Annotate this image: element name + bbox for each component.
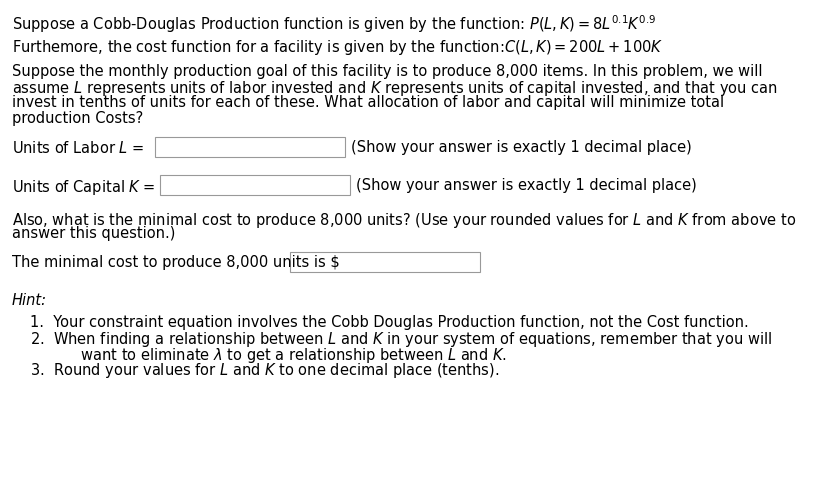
Text: Suppose a Cobb-Douglas Production function is given by the function: $P(L, K) = : Suppose a Cobb-Douglas Production functi… xyxy=(12,13,657,35)
Text: Units of Labor $L$ =: Units of Labor $L$ = xyxy=(12,140,145,156)
FancyBboxPatch shape xyxy=(155,138,345,158)
FancyBboxPatch shape xyxy=(160,176,350,195)
Text: Hint:: Hint: xyxy=(12,293,47,308)
Text: The minimal cost to produce 8,000 units is $: The minimal cost to produce 8,000 units … xyxy=(12,255,339,270)
Text: (Show your answer is exactly 1 decimal place): (Show your answer is exactly 1 decimal p… xyxy=(356,178,697,192)
Text: invest in tenths of units for each of these. What allocation of labor and capita: invest in tenths of units for each of th… xyxy=(12,95,724,110)
Text: Furthemore, the cost function for a facility is given by the function:$C(L, K) =: Furthemore, the cost function for a faci… xyxy=(12,38,663,57)
Text: answer this question.): answer this question.) xyxy=(12,226,175,241)
FancyBboxPatch shape xyxy=(290,253,480,273)
Text: Units of Capital $K$ =: Units of Capital $K$ = xyxy=(12,178,155,196)
Text: production Costs?: production Costs? xyxy=(12,110,143,125)
Text: (Show your answer is exactly 1 decimal place): (Show your answer is exactly 1 decimal p… xyxy=(351,140,691,155)
Text: 2.  When finding a relationship between $L$ and $K$ in your system of equations,: 2. When finding a relationship between $… xyxy=(30,330,772,349)
Text: want to eliminate $\lambda$ to get a relationship between $L$ and $K$.: want to eliminate $\lambda$ to get a rel… xyxy=(48,345,507,364)
Text: 1.  Your constraint equation involves the Cobb Douglas Production function, not : 1. Your constraint equation involves the… xyxy=(30,314,748,329)
Text: Suppose the monthly production goal of this facility is to produce 8,000 items. : Suppose the monthly production goal of t… xyxy=(12,64,762,79)
Text: 3.  Round your values for $L$ and $K$ to one decimal place (tenths).: 3. Round your values for $L$ and $K$ to … xyxy=(30,361,499,380)
Text: assume $L$ represents units of labor invested and $K$ represents units of capita: assume $L$ represents units of labor inv… xyxy=(12,79,777,98)
Text: Also, what is the minimal cost to produce 8,000 units? (Use your rounded values : Also, what is the minimal cost to produc… xyxy=(12,210,796,229)
